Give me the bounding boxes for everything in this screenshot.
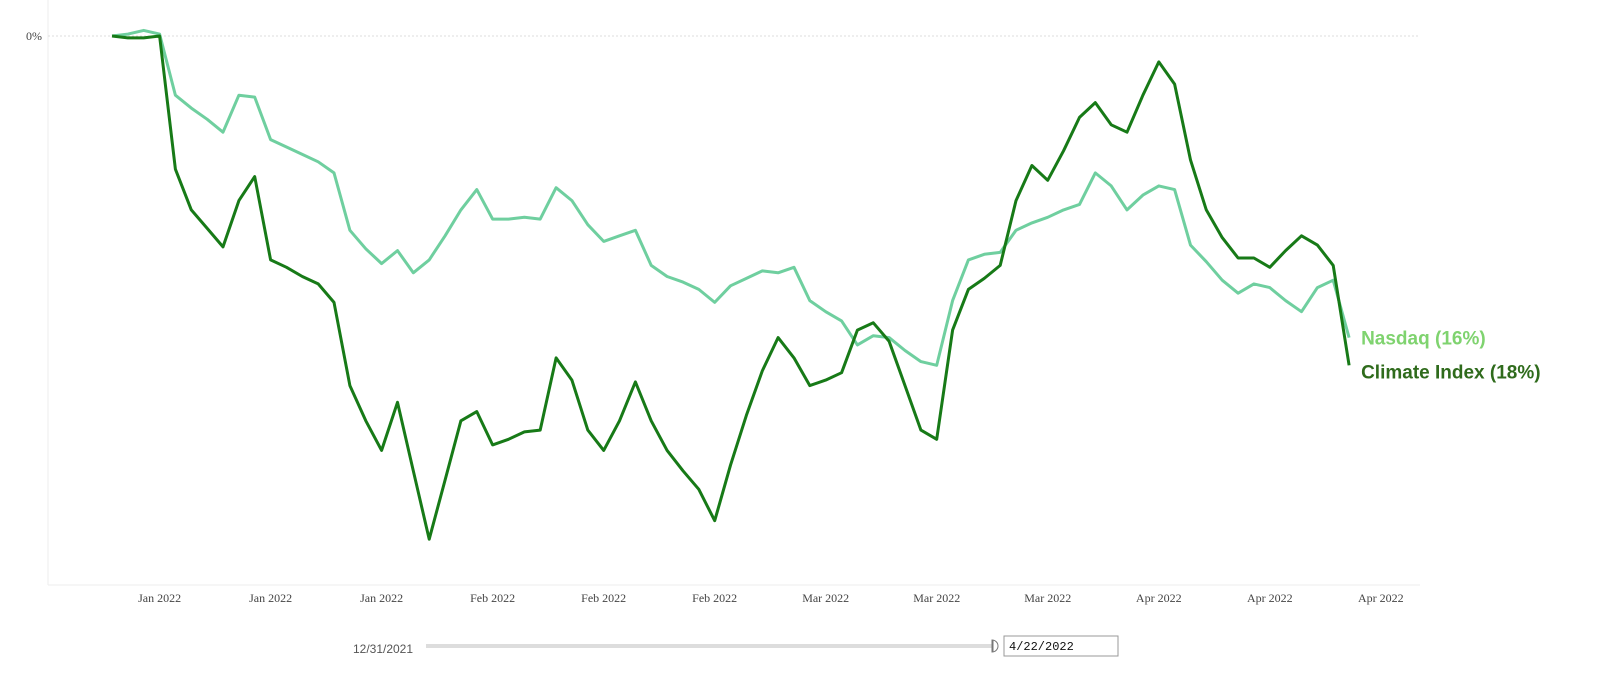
x-tick-label: Jan 2022 [138, 591, 181, 605]
x-tick-label: Mar 2022 [1024, 591, 1071, 605]
series-end-label: Climate Index (18%) [1361, 362, 1541, 383]
x-tick-label: Feb 2022 [470, 591, 515, 605]
x-tick-label: Mar 2022 [913, 591, 960, 605]
end-date-value: 4/22/2022 [1009, 640, 1074, 654]
line-series [111, 34, 1351, 541]
series-end-label: Nasdaq (16%) [1361, 329, 1486, 350]
x-tick-label: Apr 2022 [1358, 591, 1404, 605]
y-tick-label: 0% [26, 29, 42, 43]
x-tick-label: Feb 2022 [581, 591, 626, 605]
x-tick-label: Apr 2022 [1247, 591, 1293, 605]
end-date-input[interactable] [1003, 635, 1119, 657]
x-tick-label: Mar 2022 [802, 591, 849, 605]
x-tick-label: Jan 2022 [249, 591, 292, 605]
range-start: 12/31/2021 [353, 642, 413, 656]
line-series [111, 28, 1351, 367]
x-tick-label: Apr 2022 [1136, 591, 1182, 605]
x-tick-label: Feb 2022 [692, 591, 737, 605]
x-tick-label: Jan 2022 [360, 591, 403, 605]
